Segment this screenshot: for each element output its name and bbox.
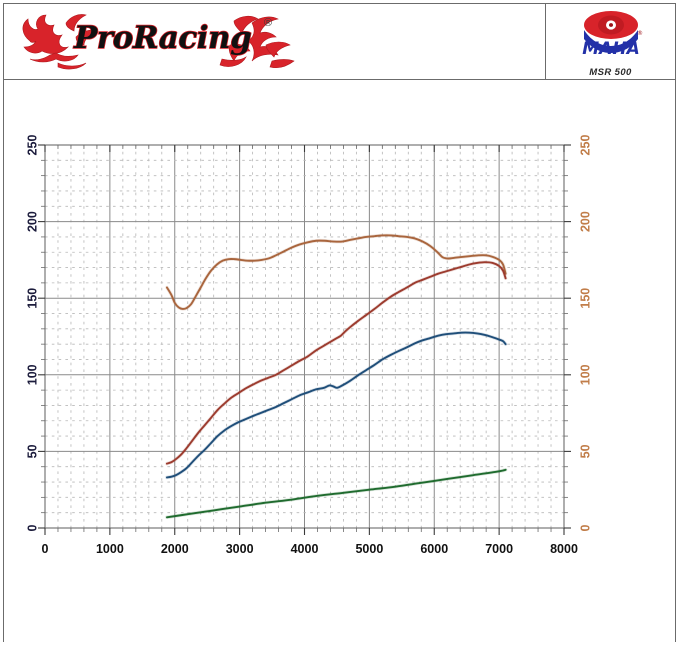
y-axis-left-tick-label: 0: [26, 524, 40, 531]
device-block: MAHA ® MSR 500: [545, 4, 675, 79]
y-axis-right-tick-label: 0: [579, 524, 593, 531]
y-axis-left-tick-label: 100: [26, 364, 40, 385]
axis-ticks: [38, 144, 571, 535]
y-axis-right-tick-label: 100: [579, 364, 593, 385]
dyno-chart: 0 1000 2000 3000 4000 5000 6000 7000 8000 0 50 100 1…: [4, 80, 675, 642]
proracing-logo: ProRacing ®: [16, 11, 296, 73]
y-axis-left-tick-label: 150: [26, 288, 40, 309]
x-axis-tick-label: 1000: [96, 542, 124, 556]
series-line-torque: [166, 234, 507, 310]
series-line-engine-power: [166, 261, 507, 465]
series-line-wheel-power: [166, 331, 507, 479]
y-axis-right-tick-label: 150: [579, 288, 593, 309]
x-axis-tick-label: 6000: [420, 542, 448, 556]
x-axis-tick-label: 8000: [550, 542, 578, 556]
y-axis-left-tick-label: 250: [26, 135, 40, 156]
maha-eye-icon: MAHA ®: [582, 10, 643, 59]
brand-block: ProRacing ®: [4, 4, 545, 79]
maha-logo: MAHA ®: [568, 8, 654, 66]
data-series-group: [165, 233, 508, 519]
series-line-loss-power: [166, 468, 507, 519]
report-header: ProRacing ® MAHA ® MSR 500: [4, 4, 675, 80]
x-axis-tick-label: 3000: [226, 542, 254, 556]
y-axis-right-tick-label: 50: [579, 444, 593, 458]
x-axis-tick-label: 5000: [355, 542, 383, 556]
x-axis-tick-label: 2000: [161, 542, 189, 556]
svg-text:®: ®: [637, 30, 643, 37]
svg-text:MAHA: MAHA: [582, 39, 639, 59]
device-model-label: MSR 500: [589, 66, 632, 78]
x-axis-tick-label: 4000: [291, 542, 319, 556]
brand-wordmark: ProRacing: [73, 19, 252, 56]
report-page: ProRacing ® MAHA ® MSR 500: [3, 3, 676, 642]
x-axis-tick-label: 7000: [485, 542, 513, 556]
axis-tick-labels: 0 1000 2000 3000 4000 5000 6000 7000 80000501001…: [26, 135, 593, 556]
brand-trademark-symbol: ®: [264, 16, 273, 29]
dyno-plot-svg: 0 1000 2000 3000 4000 5000 6000 7000 80000501001…: [26, 135, 593, 556]
y-axis-right-tick-label: 200: [579, 211, 593, 232]
y-axis-right-tick-label: 250: [579, 135, 593, 156]
flame-logo-icon: [22, 13, 295, 69]
y-axis-left-tick-label: 200: [26, 211, 40, 232]
y-axis-left-tick-label: 50: [26, 444, 40, 458]
x-axis-tick-label: 0: [42, 542, 49, 556]
